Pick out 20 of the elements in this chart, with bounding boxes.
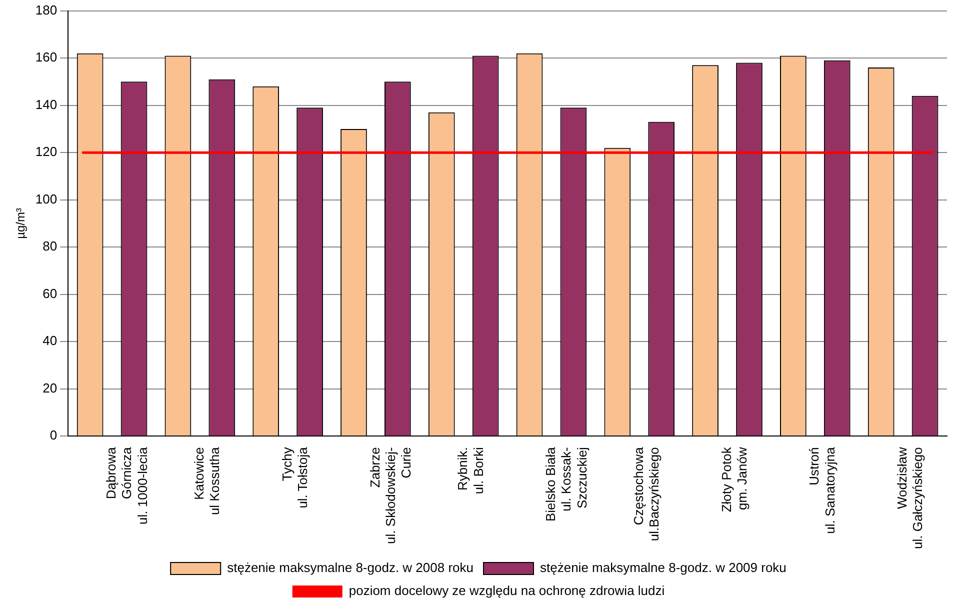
y-tick-label: 180 bbox=[35, 2, 58, 18]
y-tick-label: 100 bbox=[35, 191, 58, 206]
y-tick-label: 0 bbox=[50, 428, 58, 443]
y-tick-label: 140 bbox=[35, 96, 58, 112]
y-tick-label: 40 bbox=[42, 333, 58, 348]
y-tick-label: 80 bbox=[42, 238, 58, 254]
y-tick-label: 120 bbox=[35, 144, 58, 160]
y-tick-label: 160 bbox=[35, 50, 58, 65]
x-tick-label: Dąbrowa Górnicza ul. 1000-lecia bbox=[104, 446, 150, 524]
x-tick-label: Tychy ul. Tołstoja bbox=[279, 446, 310, 508]
legend-label: poziom docelowy ze względu na ochronę zdrowia ludzi bbox=[348, 583, 665, 598]
x-tick-label: Bielsko Biała ul. Kossak- Szczuckiej bbox=[543, 446, 590, 522]
x-tick-label: Złoty Potok gm. Janów bbox=[718, 446, 750, 512]
y-tick-label: 60 bbox=[42, 286, 58, 301]
y-tick-label: 20 bbox=[42, 380, 58, 396]
legend-label: stężenie maksymalne 8-godz. w 2009 roku bbox=[540, 560, 786, 576]
x-tick-label: Zabrze ul. Skłodowskiej- Curie bbox=[367, 447, 414, 544]
legend-label: stężenie maksymalne 8-godz. w 2008 roku bbox=[227, 560, 474, 576]
y-axis-title: µg/m³ bbox=[14, 208, 28, 239]
x-tick-label: Rybnik. ul. Borki bbox=[455, 447, 486, 494]
